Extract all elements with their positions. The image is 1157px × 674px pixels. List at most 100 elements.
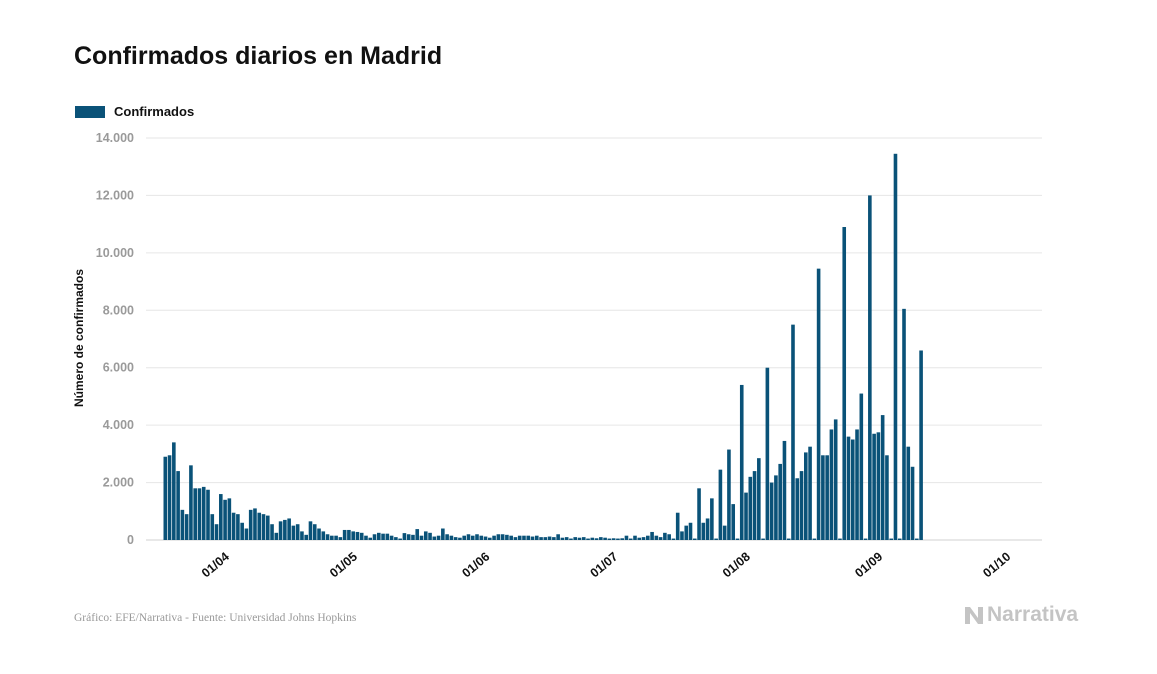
bar bbox=[825, 455, 829, 540]
bar bbox=[492, 535, 496, 540]
bar bbox=[757, 458, 761, 540]
bar bbox=[210, 514, 215, 540]
bar bbox=[359, 532, 364, 540]
bar bbox=[223, 499, 227, 540]
bar bbox=[180, 509, 185, 540]
bar bbox=[534, 535, 539, 540]
x-tick-labels: 01/04 01/05 01/06 01/07 01/08 01/09 01/10 bbox=[199, 549, 1013, 580]
bar bbox=[692, 538, 697, 540]
bar bbox=[321, 531, 326, 540]
bar bbox=[744, 492, 748, 540]
bar bbox=[317, 528, 321, 540]
bar bbox=[897, 538, 902, 540]
bar bbox=[821, 455, 825, 540]
chart-legend: Confirmados bbox=[75, 104, 194, 119]
bar bbox=[778, 463, 782, 540]
bar bbox=[577, 537, 582, 540]
bar bbox=[274, 532, 279, 540]
x-tick-label: 01/04 bbox=[199, 549, 232, 580]
bar bbox=[705, 518, 710, 540]
gridlines bbox=[146, 137, 1042, 541]
bar bbox=[312, 524, 317, 540]
bar bbox=[308, 521, 313, 540]
bar bbox=[697, 488, 701, 540]
bar bbox=[688, 522, 693, 540]
bar bbox=[248, 509, 253, 540]
bar bbox=[855, 429, 859, 540]
bar bbox=[872, 433, 876, 540]
bar bbox=[428, 532, 432, 540]
bar bbox=[206, 489, 210, 540]
bar bbox=[466, 534, 471, 540]
bar bbox=[402, 533, 407, 540]
bar bbox=[291, 525, 296, 540]
y-tick-label: 10.000 bbox=[96, 246, 134, 260]
bar bbox=[624, 535, 629, 540]
bar bbox=[231, 512, 236, 540]
bar bbox=[295, 524, 300, 540]
bar bbox=[304, 534, 309, 540]
bar bbox=[325, 534, 330, 540]
bar bbox=[701, 522, 706, 540]
bar bbox=[718, 469, 723, 540]
bar bbox=[193, 488, 197, 540]
bar bbox=[394, 537, 398, 540]
bar bbox=[658, 537, 663, 540]
bar bbox=[415, 529, 420, 540]
bar bbox=[799, 471, 804, 540]
y-tick-label: 12.000 bbox=[96, 188, 134, 202]
bar bbox=[513, 537, 518, 540]
bar bbox=[184, 514, 189, 540]
bar bbox=[761, 538, 765, 540]
y-tick-label: 0 bbox=[127, 533, 134, 547]
bar bbox=[829, 429, 834, 540]
bar bbox=[441, 528, 445, 540]
bar bbox=[846, 436, 851, 540]
y-axis-label: Número de confirmados bbox=[72, 269, 86, 407]
bar bbox=[611, 538, 616, 540]
bar bbox=[453, 537, 458, 540]
x-tick-label: 01/10 bbox=[980, 549, 1013, 580]
bar bbox=[573, 537, 578, 540]
bar bbox=[227, 498, 232, 540]
bar bbox=[167, 455, 172, 540]
bar bbox=[748, 476, 753, 540]
bar bbox=[564, 537, 569, 540]
bar bbox=[509, 535, 513, 540]
bar bbox=[505, 534, 509, 540]
bar bbox=[739, 384, 744, 540]
bar bbox=[197, 488, 202, 540]
bar bbox=[334, 535, 338, 540]
bar bbox=[654, 535, 659, 540]
bar bbox=[244, 528, 249, 540]
bar bbox=[201, 486, 206, 540]
bar bbox=[488, 537, 492, 540]
bar bbox=[910, 466, 915, 540]
bar bbox=[646, 535, 650, 540]
bar bbox=[731, 504, 736, 540]
bar bbox=[475, 534, 479, 540]
bar bbox=[462, 535, 466, 540]
bar bbox=[436, 535, 441, 540]
bar bbox=[219, 494, 223, 540]
x-tick-label: 01/09 bbox=[852, 549, 885, 580]
bar bbox=[539, 537, 543, 540]
bar bbox=[885, 455, 889, 540]
bar bbox=[398, 538, 402, 540]
y-tick-labels: 0 2.000 4.000 6.000 8.000 10.000 12.000 14.000 bbox=[96, 131, 134, 547]
bar bbox=[620, 538, 624, 540]
bar bbox=[278, 521, 283, 540]
bar bbox=[833, 419, 838, 540]
bar bbox=[868, 195, 872, 540]
bar bbox=[483, 536, 488, 540]
bar bbox=[906, 446, 911, 540]
bar bbox=[816, 268, 821, 540]
bar bbox=[355, 531, 360, 540]
brand-name: Narrativa bbox=[987, 603, 1079, 626]
bar bbox=[637, 537, 642, 540]
bar bbox=[675, 512, 680, 540]
bar bbox=[300, 531, 304, 540]
bar bbox=[470, 535, 475, 540]
narrativa-n-icon bbox=[965, 607, 983, 624]
bar bbox=[372, 534, 377, 540]
